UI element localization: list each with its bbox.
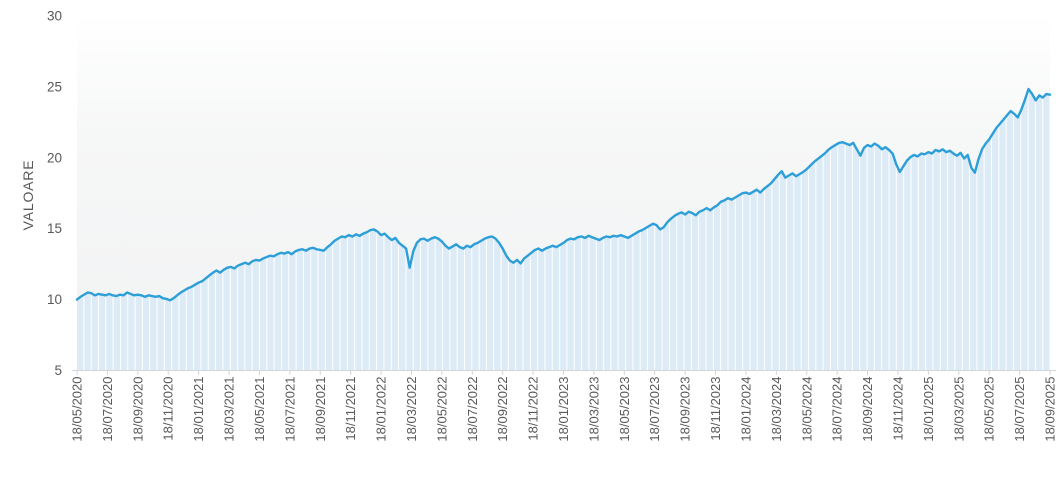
series-area-fill <box>77 89 1050 371</box>
x-tick-label: 18/09/2025 <box>1043 377 1058 442</box>
x-tick-label: 18/01/2025 <box>921 377 936 442</box>
x-tick-label: 18/09/2024 <box>860 377 875 442</box>
x-tick-label: 18/05/2020 <box>70 377 85 442</box>
y-tick-label: 25 <box>47 79 62 94</box>
x-tick-label: 18/09/2021 <box>313 377 328 442</box>
x-tick-label: 18/07/2022 <box>465 377 480 442</box>
x-tick-label: 18/09/2023 <box>678 377 693 442</box>
x-tick-label: 18/07/2021 <box>282 377 297 442</box>
x-tick-label: 18/11/2021 <box>343 377 358 441</box>
x-tick-label: 18/01/2021 <box>191 377 206 442</box>
x-tick-label: 18/11/2024 <box>890 377 905 441</box>
y-tick-label: 20 <box>47 150 62 165</box>
x-tick-label: 18/05/2022 <box>434 377 449 442</box>
x-tick-label: 18/07/2023 <box>647 377 662 442</box>
x-tick-label: 18/11/2023 <box>708 377 723 441</box>
x-tick-label: 18/03/2025 <box>951 377 966 442</box>
y-tick-label: 5 <box>54 363 62 378</box>
x-tick-label: 18/03/2023 <box>586 377 601 442</box>
y-axis-title: VALOARE <box>20 160 36 231</box>
x-tick-label: 18/11/2020 <box>161 377 176 441</box>
x-tick-label: 18/05/2023 <box>617 377 632 442</box>
x-tick-label: 18/05/2025 <box>982 377 997 442</box>
y-tick-label: 15 <box>47 221 62 236</box>
x-tick-label: 18/07/2025 <box>1012 377 1027 442</box>
x-tick-label: 18/05/2021 <box>252 377 267 442</box>
x-tick-label: 18/09/2022 <box>495 377 510 442</box>
x-tick-label: 18/07/2020 <box>100 377 115 442</box>
x-tick-label: 18/03/2024 <box>769 377 784 442</box>
y-tick-label: 10 <box>47 292 62 307</box>
x-tick-label: 18/03/2022 <box>404 377 419 442</box>
x-tick-label: 18/05/2024 <box>799 377 814 442</box>
x-tick-label: 18/09/2020 <box>130 377 145 442</box>
x-tick-label: 18/01/2023 <box>556 377 571 442</box>
series-line <box>75 87 1052 302</box>
x-tick-label: 18/03/2021 <box>222 377 237 442</box>
y-tick-label: 30 <box>47 9 62 24</box>
x-tick-label: 18/01/2024 <box>738 377 753 442</box>
x-tick-label: 18/01/2022 <box>374 377 389 442</box>
x-tick-label: 18/11/2022 <box>526 377 541 441</box>
x-tick-label: 18/07/2024 <box>830 377 845 442</box>
